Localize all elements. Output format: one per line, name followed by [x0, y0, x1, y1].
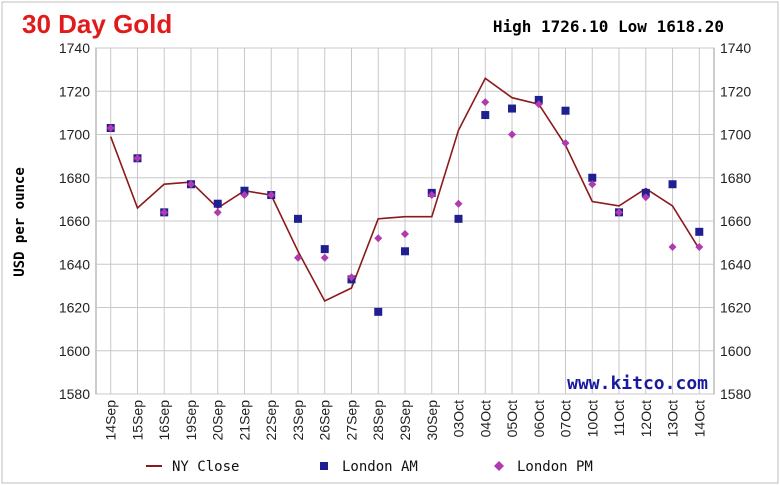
point-london-am: [508, 104, 517, 113]
point-london-pm: [347, 273, 356, 282]
y-tick-label-left: 1720: [59, 83, 90, 99]
point-london-pm: [668, 242, 677, 251]
point-london-am: [561, 106, 570, 115]
legend: NY Close London AM London PM: [146, 459, 593, 475]
x-tick-label: 06Oct: [531, 400, 547, 437]
x-tick-label: 13Oct: [665, 400, 681, 437]
legend-label: London PM: [517, 459, 593, 475]
point-london-pm: [508, 130, 517, 139]
x-tick-label: 26Sep: [317, 400, 333, 441]
y-tick-label-left: 1640: [59, 256, 90, 272]
series-line-ny-close: [109, 77, 700, 303]
y-tick-label-left: 1700: [59, 127, 90, 143]
point-london-pm: [561, 139, 570, 148]
y-tick-label-right: 1580: [720, 386, 751, 402]
point-london-pm: [240, 191, 249, 200]
point-london-am: [401, 247, 409, 256]
y-tick-label-right: 1600: [720, 343, 751, 359]
point-london-am: [320, 245, 329, 254]
x-tick-label: 03Oct: [451, 400, 467, 437]
point-london-am: [213, 199, 222, 208]
point-london-pm: [401, 229, 409, 238]
point-london-pm: [695, 242, 704, 251]
legend-swatch-london-am: [320, 462, 328, 470]
x-tick-label: 27Sep: [343, 400, 359, 441]
y-tick-label-right: 1720: [720, 83, 751, 99]
point-london-pm: [481, 98, 490, 107]
point-london-pm: [374, 234, 383, 243]
point-london-pm: [615, 208, 624, 217]
x-tick-label: 29Sep: [397, 400, 413, 441]
chart-title: 30 Day Gold: [22, 9, 172, 39]
x-tick-label: 10Oct: [584, 400, 600, 437]
y-axis-label: USD per ounce: [12, 167, 28, 277]
point-london-pm: [427, 191, 436, 200]
x-tick-label: 21Sep: [236, 400, 252, 441]
x-tick-label: 22Sep: [263, 400, 279, 441]
x-tick-label: 14Oct: [691, 400, 707, 437]
chart-stats: High 1726.10 Low 1618.20: [493, 17, 724, 36]
x-tick-label: 20Sep: [210, 400, 226, 441]
watermark: www.kitco.com: [567, 373, 708, 394]
point-london-am: [641, 188, 650, 197]
x-tick-label: 23Sep: [290, 400, 306, 441]
x-tick-label: 07Oct: [558, 400, 574, 437]
x-tick-label: 05Oct: [504, 400, 520, 437]
point-london-pm: [641, 193, 650, 202]
y-tick-label-left: 1620: [59, 300, 90, 316]
x-tick-label: 14Sep: [103, 400, 119, 441]
point-london-am: [374, 307, 383, 316]
point-london-am: [481, 111, 490, 120]
point-london-am: [293, 214, 302, 223]
y-tick-label-left: 1740: [59, 40, 90, 56]
y-tick-label-right: 1660: [720, 213, 751, 229]
point-london-pm: [213, 208, 222, 217]
y-tick-label-left: 1600: [59, 343, 90, 359]
legend-label: London AM: [342, 459, 418, 475]
y-tick-label-left: 1660: [59, 213, 90, 229]
legend-label: NY Close: [172, 459, 239, 475]
point-london-pm: [588, 180, 597, 189]
x-tick-label: 28Sep: [370, 400, 386, 441]
point-london-pm: [133, 154, 142, 163]
y-tick-label-right: 1680: [720, 170, 751, 186]
y-tick-label-right: 1740: [720, 40, 751, 56]
y-tick-label-right: 1700: [720, 127, 751, 143]
x-tick-label: 04Oct: [477, 400, 493, 437]
point-london-pm: [160, 208, 169, 217]
x-tick-label: 12Oct: [638, 400, 654, 437]
y-tick-label-right: 1640: [720, 256, 751, 272]
x-tick-label: 15Sep: [129, 400, 145, 441]
point-london-pm: [534, 100, 543, 109]
point-london-pm: [320, 253, 329, 262]
point-london-pm: [293, 253, 302, 262]
y-tick-label-right: 1620: [720, 300, 751, 316]
x-tick-label: 30Sep: [424, 400, 440, 441]
point-london-am: [534, 95, 543, 104]
point-london-am: [240, 186, 249, 195]
point-london-pm: [186, 180, 195, 189]
point-london-pm: [106, 124, 115, 133]
point-london-am: [588, 173, 597, 182]
point-london-pm: [267, 191, 276, 200]
point-london-pm: [454, 199, 463, 208]
x-tick-label: 11Oct: [611, 400, 627, 436]
x-tick-label: 19Sep: [183, 400, 199, 441]
point-london-am: [668, 180, 677, 189]
legend-swatch-london-pm: [494, 461, 504, 471]
point-london-am: [695, 227, 704, 236]
point-london-am: [454, 214, 463, 223]
x-tick-label: 16Sep: [156, 400, 172, 441]
plot-area: 1580 1580 1600 1600 1620 1620 1640 1640 1660 1660…: [59, 40, 752, 440]
y-tick-label-left: 1680: [59, 170, 90, 186]
y-tick-label-left: 1580: [59, 386, 90, 402]
